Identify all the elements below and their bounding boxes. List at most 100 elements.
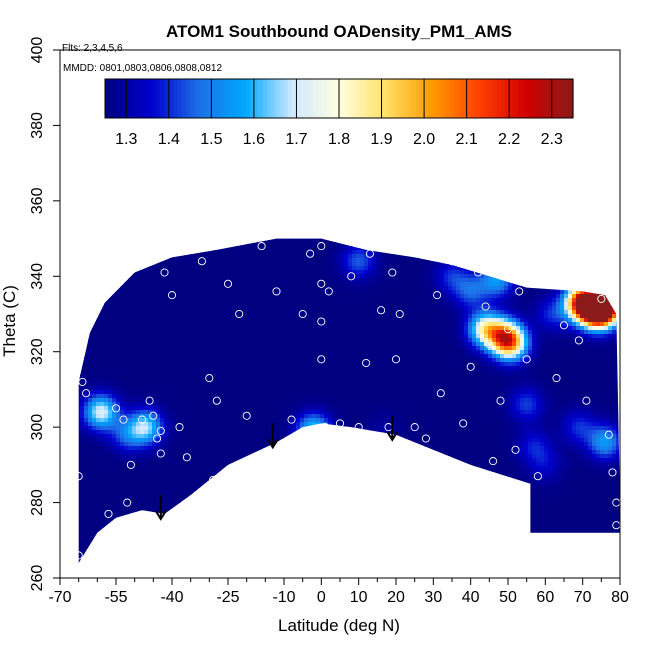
chart-title: ATOM1 Southbound OADensity_PM1_AMS (166, 22, 512, 41)
colorbar-swatch (284, 79, 289, 118)
y-axis-label: Theta (C) (0, 285, 19, 357)
colorbar-swatch (301, 79, 306, 118)
sample-marker (448, 258, 455, 265)
colorbar-swatch (433, 79, 438, 118)
colorbar-swatch (330, 79, 335, 118)
colorbar-swatch (403, 79, 408, 118)
colorbar-tick-label: 1.8 (328, 131, 350, 148)
density-field (60, 50, 621, 579)
colorbar-swatch (126, 79, 131, 118)
colorbar-swatch (407, 79, 412, 118)
x-tick-label: 0 (317, 589, 326, 606)
colorbar-swatch (352, 79, 357, 118)
colorbar-swatch (458, 79, 463, 118)
colorbar-swatch (539, 79, 544, 118)
colorbar-swatch (326, 79, 331, 118)
colorbar-swatch (471, 79, 476, 118)
colorbar-swatch (399, 79, 404, 118)
colorbar-swatch (199, 79, 204, 118)
x-tick-label: -25 (216, 589, 239, 606)
colorbar-tick-label: 2.0 (413, 131, 435, 148)
colorbar-swatch (203, 79, 208, 118)
colorbar-swatch (411, 79, 416, 118)
x-tick-label: -70 (48, 589, 71, 606)
colorbar-swatch (114, 79, 119, 118)
colorbar-swatch (450, 79, 455, 118)
field-cells (60, 50, 621, 579)
colorbar-swatch (194, 79, 199, 118)
colorbar-swatch (382, 79, 387, 118)
colorbar-swatch (488, 79, 493, 118)
colorbar-swatch (109, 79, 114, 118)
colorbar-swatch (526, 79, 531, 118)
x-tick-label: -10 (272, 589, 295, 606)
colorbar-swatch (190, 79, 195, 118)
colorbar-swatch (135, 79, 140, 118)
colorbar-swatch (475, 79, 480, 118)
colorbar-tick-label: 1.7 (285, 131, 307, 148)
colorbar-swatch (262, 79, 267, 118)
colorbar-tick-label: 1.5 (200, 131, 222, 148)
colorbar-tick-label: 1.4 (158, 131, 180, 148)
colorbar-swatch (288, 79, 293, 118)
x-tick-label: 50 (499, 589, 517, 606)
x-tick-label: 60 (536, 589, 554, 606)
colorbar-swatch (131, 79, 136, 118)
colorbar-swatch (233, 79, 238, 118)
colorbar-swatch (182, 79, 187, 118)
colorbar-swatch (139, 79, 144, 118)
colorbar-swatch (254, 79, 259, 118)
colorbar-swatch (339, 79, 344, 118)
colorbar-swatch (245, 79, 250, 118)
colorbar-tick-label: 2.3 (541, 131, 563, 148)
colorbar-swatch (118, 79, 123, 118)
colorbar-swatch (445, 79, 450, 118)
x-tick-label: -40 (160, 589, 183, 606)
colorbar-swatch (322, 79, 327, 118)
colorbar-swatch (518, 79, 523, 118)
colorbar-swatch (237, 79, 242, 118)
y-tick-label: 260 (29, 565, 46, 592)
colorbar-swatch (318, 79, 323, 118)
colorbar-swatch (513, 79, 518, 118)
x-tick-label: 30 (424, 589, 442, 606)
y-tick-label: 280 (29, 489, 46, 516)
colorbar-swatch (216, 79, 221, 118)
colorbar-swatch (228, 79, 233, 118)
colorbar-swatch (535, 79, 540, 118)
colorbar-swatch (416, 79, 421, 118)
colorbar-tick-label: 1.3 (115, 131, 137, 148)
colorbar-swatch (177, 79, 182, 118)
colorbar-swatch (467, 79, 472, 118)
sample-marker (314, 427, 321, 434)
colorbar-swatch (148, 79, 153, 118)
colorbar-swatch (267, 79, 272, 118)
colorbar-swatch (343, 79, 348, 118)
colorbar-swatch (386, 79, 391, 118)
x-tick-label: 20 (387, 589, 405, 606)
colorbar-swatch (369, 79, 374, 118)
colorbar-swatch (543, 79, 548, 118)
y-tick-label: 300 (29, 414, 46, 441)
flights-note: Flts: 2,3,4,5,6 (62, 43, 123, 54)
colorbar-swatch (224, 79, 229, 118)
colorbar-swatch (156, 79, 161, 118)
colorbar-swatch (501, 79, 506, 118)
colorbar-swatch (454, 79, 459, 118)
colorbar-swatch (484, 79, 489, 118)
colorbar-swatch (530, 79, 535, 118)
colorbar-swatch (143, 79, 148, 118)
y-tick-label: 380 (29, 112, 46, 139)
colorbar-swatch (394, 79, 399, 118)
colorbar-swatch (160, 79, 165, 118)
colorbar-swatch (560, 79, 565, 118)
colorbar-swatch (437, 79, 442, 118)
colorbar-tick-label: 2.2 (498, 131, 520, 148)
colorbar-swatch (173, 79, 178, 118)
colorbar-swatch (296, 79, 301, 118)
y-tick-label: 340 (29, 263, 46, 290)
dates-note: MMDD: 0801,0803,0806,0808,0812 (63, 63, 222, 74)
y-tick-label: 320 (29, 338, 46, 365)
colorbar-swatch (211, 79, 216, 118)
colorbar-swatch (356, 79, 361, 118)
